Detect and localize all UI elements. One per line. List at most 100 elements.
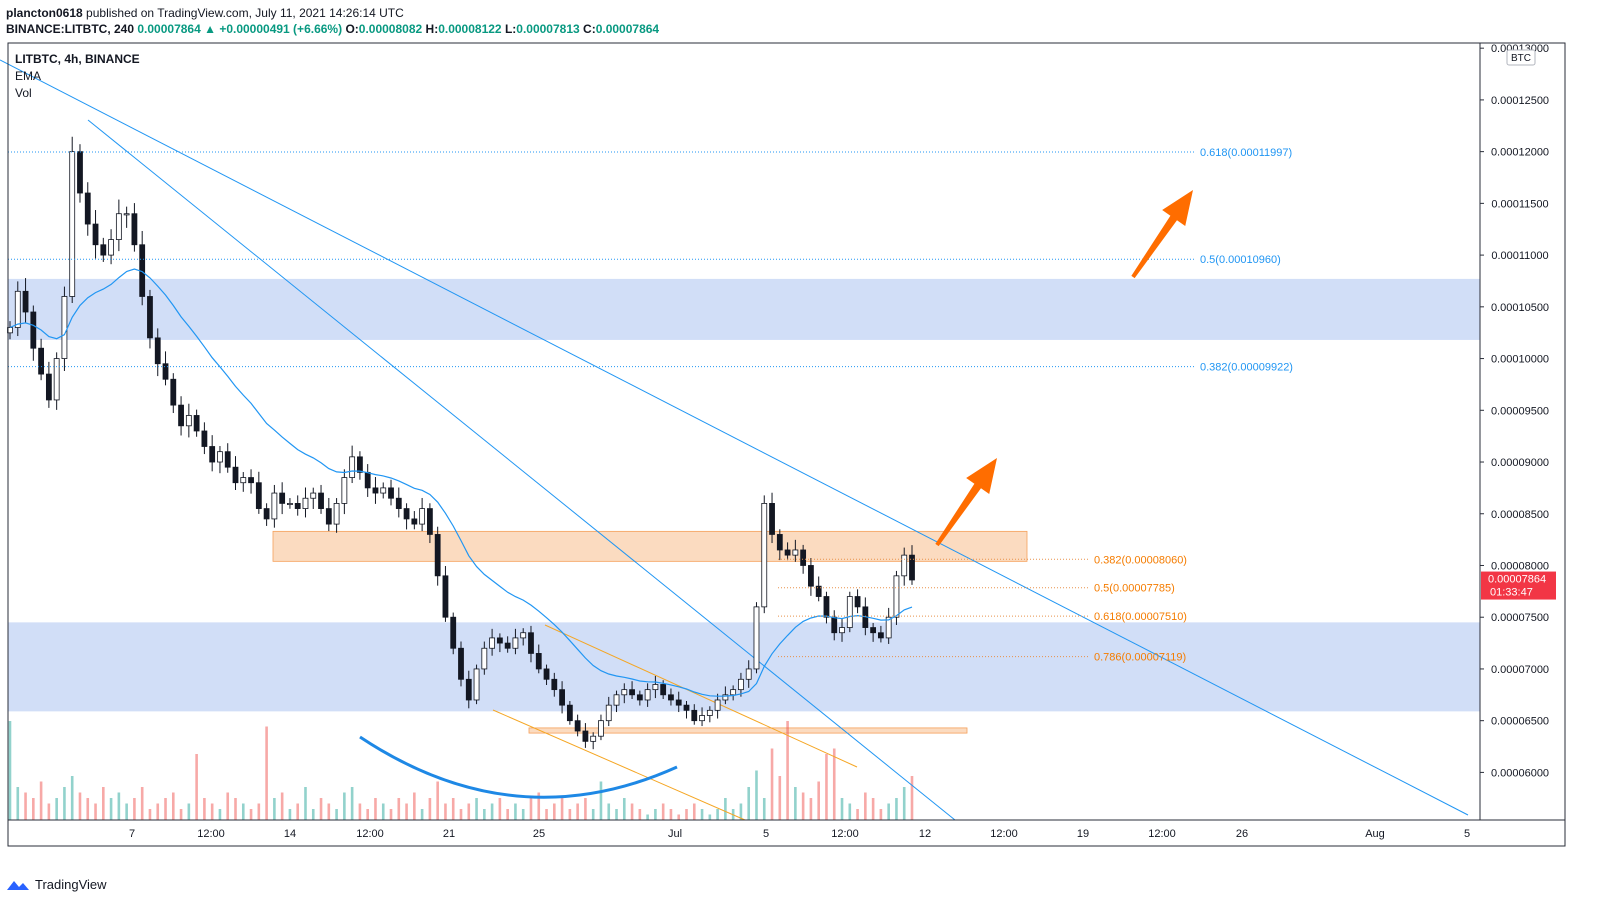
candle-body: [839, 627, 845, 634]
y-tick-label: 0.00010000: [1491, 354, 1549, 366]
volume-bar: [661, 803, 665, 820]
fib-upper-label: 0.5(0.00010960): [1200, 254, 1281, 266]
volume-bar: [117, 792, 121, 820]
x-tick-label: 12:00: [356, 828, 384, 840]
candle-body: [201, 430, 208, 447]
candle-body: [240, 477, 247, 484]
candle-body: [255, 482, 262, 509]
volume-bar: [78, 792, 82, 820]
volume-bar: [171, 792, 175, 820]
volume-bar: [848, 803, 852, 820]
legend-vol[interactable]: Vol: [15, 86, 32, 100]
volume-bar: [63, 787, 66, 820]
x-tick-label: 19: [1077, 828, 1089, 840]
candle-body: [403, 508, 410, 520]
volume-bar: [459, 809, 463, 820]
volume-bar: [102, 787, 105, 820]
y-tick-label: 0.00006000: [1491, 767, 1549, 779]
volume-bar: [817, 781, 820, 820]
volume-bar: [156, 803, 160, 820]
volume-bar: [381, 803, 385, 820]
candle-body: [395, 497, 402, 509]
candle-body: [543, 668, 550, 680]
volume-bar: [358, 803, 362, 820]
candle-body: [496, 637, 503, 644]
x-tick-label: 5: [763, 828, 769, 840]
volume-bar: [319, 798, 323, 820]
candle-body: [209, 446, 216, 463]
candle-body: [287, 503, 293, 506]
volume-bar: [514, 803, 517, 820]
candle-body: [426, 508, 433, 535]
volume-bar: [350, 787, 354, 820]
volume-bar: [397, 798, 401, 820]
x-tick-label: 14: [284, 828, 296, 840]
last-price: 0.00007864: [137, 22, 201, 36]
candle-body: [185, 415, 192, 427]
volume-bars: [8, 721, 914, 820]
volume-bar: [304, 787, 307, 820]
volume-bar: [257, 803, 261, 820]
volume-bar: [654, 809, 657, 820]
volume-bar: [685, 809, 688, 820]
author[interactable]: plancton0618: [6, 6, 83, 20]
volume-bar: [506, 809, 509, 820]
candle-body: [535, 653, 542, 670]
last-price-tag-countdown: 01:33:47: [1490, 587, 1533, 599]
candle-body: [473, 668, 480, 701]
volume-bar: [311, 809, 315, 820]
candle-body: [761, 503, 768, 608]
candle-body: [769, 503, 775, 535]
volume-bar: [584, 798, 587, 820]
candle-body: [512, 637, 519, 649]
candle-body: [388, 487, 394, 499]
candle-body: [559, 689, 565, 706]
symbol[interactable]: BINANCE:LITBTC, 240: [6, 22, 135, 36]
ema-path: [9, 268, 913, 697]
volume-bar: [420, 809, 424, 820]
candle-body: [232, 466, 239, 484]
volume-bar: [801, 792, 805, 820]
candle-body: [53, 358, 60, 401]
volume-bar: [529, 798, 533, 820]
candle-body: [784, 549, 791, 556]
candle-body: [380, 487, 387, 494]
candle-body: [800, 549, 807, 566]
legend-title[interactable]: LITBTC, 4h, BINANCE: [15, 52, 140, 66]
volume-bar: [871, 798, 875, 820]
volume-bar: [133, 798, 136, 820]
y-tick-label: 0.00012500: [1491, 95, 1549, 107]
volume-bar: [755, 770, 758, 820]
candle-body: [465, 678, 472, 701]
tradingview-brand[interactable]: TradingView: [6, 877, 107, 892]
upper-trendline: [0, 59, 1469, 816]
candle-body: [411, 518, 418, 525]
candle-body: [753, 606, 760, 670]
volume-bar: [568, 809, 572, 820]
candle-body: [318, 492, 324, 509]
volume-bar: [794, 787, 797, 820]
currency-badge: [1506, 49, 1536, 66]
candle-body: [357, 456, 363, 473]
volume-bar: [498, 798, 502, 820]
change: ▲ +0.00000491 (+6.66%): [204, 22, 343, 36]
y-tick-label: 0.00008000: [1491, 560, 1549, 572]
volume-bar: [895, 798, 898, 820]
candle-body: [372, 487, 379, 494]
x-tick-label: 12:00: [1148, 828, 1176, 840]
candle-body: [108, 239, 114, 256]
volume-bar: [490, 803, 494, 820]
x-tick-label: 21: [443, 828, 455, 840]
volume-bar: [288, 809, 292, 820]
candle-body: [341, 477, 348, 504]
legend-ema[interactable]: EMA: [15, 69, 42, 83]
candle-body: [224, 451, 231, 468]
candle-body: [566, 704, 573, 722]
volume-bar: [545, 809, 548, 820]
publish-line: plancton0618 published on TradingView.co…: [6, 6, 404, 20]
x-tick-label: 26: [1236, 828, 1248, 840]
fib-lower-label: 0.5(0.00007785): [1094, 583, 1175, 595]
candle-body: [458, 647, 464, 680]
candle-body: [364, 471, 371, 489]
